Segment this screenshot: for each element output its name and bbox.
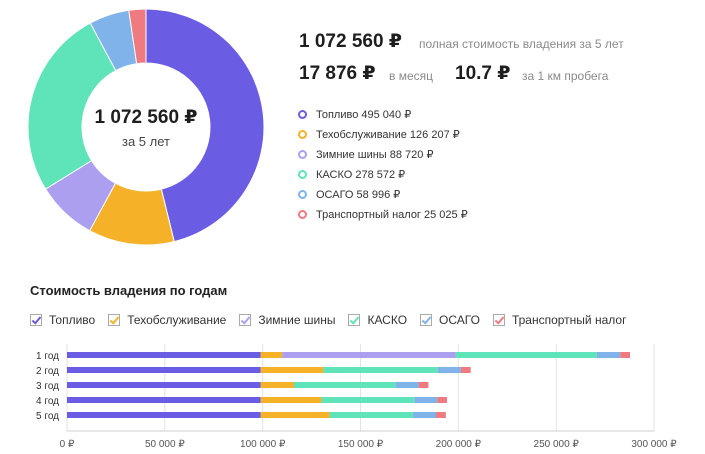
toggle-winter-tires[interactable]: Зимние шины bbox=[239, 313, 335, 327]
bar-segment[interactable] bbox=[323, 367, 438, 373]
toggle-label: КАСКО bbox=[367, 313, 408, 327]
legend-item-tax: Транспортный налог 25 025 ₽ bbox=[298, 208, 468, 228]
donut-slice-3 bbox=[27, 22, 117, 190]
donut-slice-5 bbox=[128, 8, 147, 65]
toggle-tax[interactable]: Транспортный налог bbox=[492, 313, 627, 327]
legend-label: Зимние шины 88 720 ₽ bbox=[316, 149, 434, 161]
legend-label: Транспортный налог 25 025 ₽ bbox=[316, 209, 468, 221]
per-km-cost-label: за 1 км пробега bbox=[522, 69, 609, 83]
y-category-label: 4 год bbox=[36, 396, 59, 407]
bar-segment[interactable] bbox=[455, 352, 597, 358]
bar-segment[interactable] bbox=[437, 367, 461, 373]
bar-segment[interactable] bbox=[412, 412, 436, 418]
bar-segment[interactable] bbox=[282, 352, 456, 358]
bar-segment[interactable] bbox=[67, 397, 261, 403]
monthly-cost: 17 876 ₽ bbox=[299, 63, 376, 84]
bar-segment[interactable] bbox=[260, 352, 283, 358]
bar-segment[interactable] bbox=[321, 397, 415, 403]
checkbox-icon bbox=[30, 314, 42, 326]
yearly-stacked-bar-chart: 0 ₽ 50 000 ₽ 100 000 ₽ 150 000 ₽ 200 000 ₽ 25… bbox=[36, 344, 677, 450]
legend-item-winter-tires: Зимние шины 88 720 ₽ bbox=[298, 148, 468, 168]
checkbox-icon bbox=[239, 314, 252, 326]
toggle-kasko[interactable]: КАСКО bbox=[348, 313, 407, 327]
y-category-label: 1 год bbox=[36, 351, 59, 362]
yearly-breakdown-title: Стоимость владения по годам bbox=[30, 283, 228, 298]
bar-segment[interactable] bbox=[414, 397, 438, 403]
legend-item-fuel: Топливо 495 040 ₽ bbox=[298, 108, 468, 128]
donut-slice-0 bbox=[145, 8, 265, 243]
bar-segment[interactable] bbox=[596, 352, 621, 358]
legend-item-osago: ОСАГО 58 996 ₽ bbox=[298, 188, 468, 208]
x-tick-label: 250 000 ₽ bbox=[534, 439, 580, 450]
series-toggle-legend: Топливо Техобслуживание Зимние шины КАСК… bbox=[30, 313, 639, 327]
bar-segment[interactable] bbox=[329, 412, 413, 418]
total-cost: 1 072 560 ₽ bbox=[299, 31, 403, 52]
bar-segment[interactable] bbox=[67, 412, 261, 418]
fuel-dot-icon bbox=[298, 110, 307, 119]
checkbox-icon bbox=[420, 314, 433, 326]
donut-center-total: 1 072 560 ₽ bbox=[94, 107, 198, 128]
bar-segment[interactable] bbox=[67, 352, 261, 358]
maintenance-dot-icon bbox=[298, 130, 307, 139]
legend-label: КАСКО 278 572 ₽ bbox=[316, 169, 406, 181]
donut-legend: Топливо 495 040 ₽ Техобслуживание 126 20… bbox=[298, 108, 468, 228]
bar-segment[interactable] bbox=[260, 412, 330, 418]
toggle-label: Зимние шины bbox=[258, 313, 336, 327]
tax-dot-icon bbox=[298, 210, 307, 219]
toggle-label: Техобслуживание bbox=[127, 313, 227, 327]
osago-dot-icon bbox=[298, 190, 307, 199]
checkbox-icon bbox=[348, 314, 361, 326]
x-tick-label: 150 000 ₽ bbox=[338, 439, 384, 450]
checkbox-icon bbox=[492, 314, 505, 326]
checkbox-icon bbox=[108, 314, 121, 326]
y-category-label: 2 год bbox=[36, 366, 59, 377]
bar-segment[interactable] bbox=[67, 367, 261, 373]
y-category-label: 5 год bbox=[36, 411, 59, 422]
bar-segment[interactable] bbox=[395, 382, 419, 388]
x-tick-label: 300 000 ₽ bbox=[631, 439, 677, 450]
bar-segment[interactable] bbox=[260, 397, 322, 403]
bar-segment[interactable] bbox=[293, 382, 396, 388]
kasko-dot-icon bbox=[298, 170, 307, 179]
legend-item-kasko: КАСКО 278 572 ₽ bbox=[298, 168, 468, 188]
bar-segment[interactable] bbox=[260, 382, 294, 388]
legend-label: Техобслуживание 126 207 ₽ bbox=[316, 129, 460, 141]
bar-segment[interactable] bbox=[435, 412, 446, 418]
monthly-cost-label: в месяц bbox=[389, 69, 434, 83]
toggle-fuel[interactable]: Топливо bbox=[30, 313, 95, 327]
toggle-label: Транспортный налог bbox=[511, 313, 627, 327]
legend-label: Топливо 495 040 ₽ bbox=[316, 109, 412, 121]
donut-center-label: за 5 лет bbox=[122, 134, 170, 149]
total-cost-label: полная стоимость владения за 5 лет bbox=[419, 37, 624, 51]
toggle-maintenance[interactable]: Техобслуживание bbox=[108, 313, 226, 327]
donut-chart bbox=[27, 8, 265, 246]
bar-segment[interactable] bbox=[260, 367, 324, 373]
x-tick-label: 50 000 ₽ bbox=[145, 439, 185, 450]
per-km-cost: 10.7 ₽ bbox=[455, 63, 511, 84]
toggle-label: Топливо bbox=[49, 313, 96, 327]
bar-segment[interactable] bbox=[437, 397, 448, 403]
x-tick-label: 100 000 ₽ bbox=[240, 439, 286, 450]
legend-label: ОСАГО 58 996 ₽ bbox=[316, 189, 401, 201]
bar-segment[interactable] bbox=[460, 367, 471, 373]
x-tick-label: 0 ₽ bbox=[60, 439, 75, 450]
bar-segment[interactable] bbox=[620, 352, 630, 358]
winter-tires-dot-icon bbox=[298, 150, 307, 159]
y-category-label: 3 год bbox=[36, 381, 59, 392]
bar-segment[interactable] bbox=[67, 382, 261, 388]
toggle-osago[interactable]: ОСАГО bbox=[420, 313, 480, 327]
bar-segment[interactable] bbox=[418, 382, 429, 388]
x-tick-label: 200 000 ₽ bbox=[436, 439, 482, 450]
legend-item-maintenance: Техобслуживание 126 207 ₽ bbox=[298, 128, 468, 148]
toggle-label: ОСАГО bbox=[439, 313, 480, 327]
